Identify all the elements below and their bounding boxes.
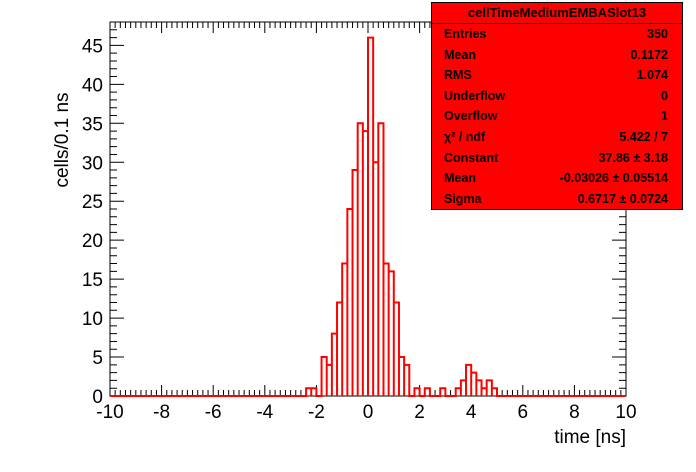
x-tick-label: -8: [153, 402, 170, 423]
stats-row: Mean 0.1172: [432, 45, 682, 66]
stats-row: RMS 1.074: [432, 65, 682, 86]
stats-value: 1: [661, 109, 668, 124]
x-tick-labels: -10 -8 -6 -4 -2 0 2 4 6 8 10: [96, 402, 636, 423]
y-tick-labels: 0 5 10 15 20 25 30 35 40 45: [82, 36, 103, 408]
stats-row: Sigma 0.6717 ± 0.0724: [432, 189, 682, 210]
y-tick-label: 5: [92, 348, 103, 369]
x-tick-label: 8: [569, 402, 580, 423]
y-tick-label: 40: [82, 75, 103, 96]
x-tick-label: 10: [615, 402, 636, 423]
y-tick-label: 35: [82, 114, 103, 135]
stats-row: Overflow 1: [432, 106, 682, 127]
x-tick-label: -10: [96, 402, 123, 423]
x-tick-label: -4: [256, 402, 273, 423]
stats-value: 37.86 ± 3.18: [598, 150, 668, 165]
y-tick-label: 25: [82, 192, 103, 213]
stats-title: cellTimeMediumEMBASlot13: [432, 3, 682, 24]
y-tick-label: 45: [82, 36, 103, 57]
stats-label: Entries: [444, 27, 487, 41]
y-tick-label: 10: [82, 309, 103, 330]
y-tick-label: 15: [82, 270, 103, 291]
x-tick-label: 6: [518, 402, 529, 423]
x-tick-label: -2: [308, 402, 325, 423]
x-tick-label: 4: [466, 402, 477, 423]
stats-row: Underflow 0: [432, 86, 682, 107]
y-axis-label: cells/0.1 ns: [52, 92, 73, 187]
stats-value: -0.03026 ± 0.05514: [559, 171, 668, 186]
stats-label: Sigma: [444, 191, 482, 206]
stats-row: χ² / ndf 5.422 / 7: [432, 127, 682, 148]
stats-value: 5.422 / 7: [619, 129, 668, 144]
stats-box: cellTimeMediumEMBASlot13 Entries 350 Mean 0…: [431, 2, 683, 210]
stats-value: 0.6717 ± 0.0724: [577, 191, 668, 206]
stats-label: Overflow: [444, 109, 498, 124]
stats-label: RMS: [444, 68, 472, 83]
stats-value: 0.1172: [630, 47, 668, 62]
y-tick-label: 30: [82, 153, 103, 174]
stats-label: Underflow: [444, 88, 506, 103]
stats-value: 0: [661, 88, 668, 103]
stats-label: Mean: [444, 47, 476, 62]
y-tick-label: 0: [92, 387, 103, 408]
x-tick-label: 0: [363, 402, 374, 423]
histogram-bars: [110, 36, 626, 397]
stats-row: Constant 37.86 ± 3.18: [432, 148, 682, 169]
x-tick-label: -6: [205, 402, 222, 423]
x-axis-label: time [ns]: [554, 427, 626, 448]
stats-row: Entries 350: [432, 24, 682, 45]
x-tick-label: 2: [414, 402, 425, 423]
histogram-outline: [110, 36, 626, 397]
stats-label: χ² / ndf: [444, 129, 486, 144]
stats-rows: Entries 350 Mean 0.1172 RMS 1.074 Underflow 0 Ov…: [432, 24, 682, 209]
y-tick-label: 20: [82, 231, 103, 252]
stats-value: 350: [647, 27, 668, 41]
stats-label: Constant: [444, 150, 499, 165]
stats-label: Mean: [444, 171, 476, 186]
stats-row: Mean -0.03026 ± 0.05514: [432, 168, 682, 189]
stats-value: 1.074: [636, 68, 668, 83]
